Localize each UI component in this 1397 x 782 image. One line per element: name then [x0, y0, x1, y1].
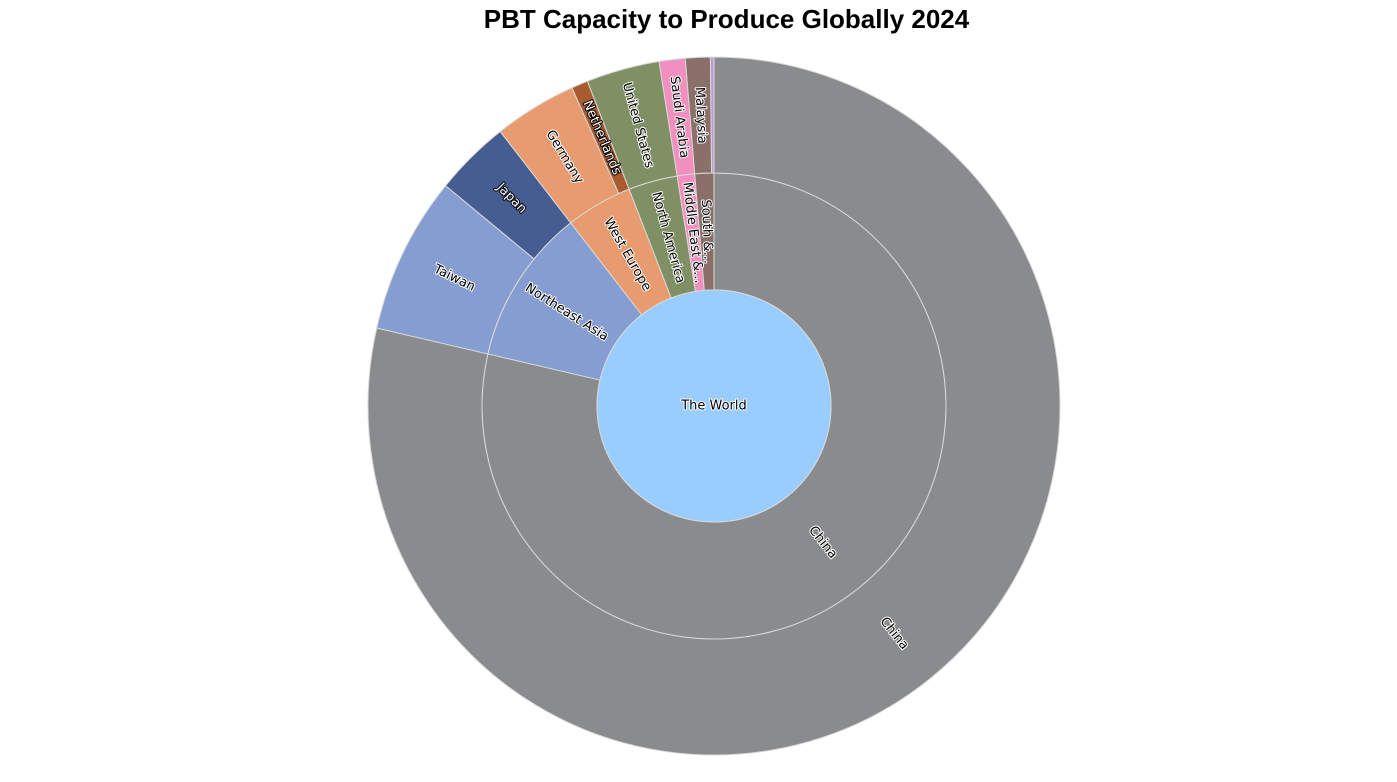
- chart-title: PBT Capacity to Produce Globally 2024: [483, 4, 970, 34]
- country-segment-china[interactable]: [367, 56, 1061, 756]
- root-segment[interactable]: [596, 289, 832, 523]
- root-label: The World: [680, 399, 747, 414]
- segment-layer: [367, 56, 1061, 756]
- country-label-malaysia: Malaysia: [692, 87, 710, 144]
- country-segment-other[interactable]: [709, 56, 715, 174]
- region-label-south-southeast-asia: South &...: [698, 199, 716, 264]
